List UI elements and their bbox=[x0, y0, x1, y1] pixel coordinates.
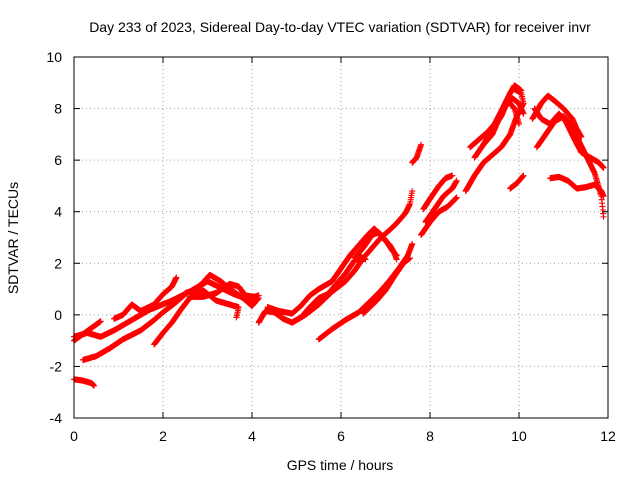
data-point-marker bbox=[453, 194, 460, 201]
data-point-marker bbox=[233, 314, 240, 321]
y-tick-label: 10 bbox=[46, 49, 62, 65]
chart-title: Day 233 of 2023, Sidereal Day-to-day VTE… bbox=[89, 19, 591, 35]
data-point-marker bbox=[409, 159, 416, 166]
data-point-marker bbox=[409, 240, 416, 247]
data-point-marker bbox=[406, 255, 413, 262]
data-point-marker bbox=[255, 292, 262, 299]
y-tick-label: 0 bbox=[54, 307, 62, 323]
data-point-marker bbox=[516, 121, 522, 128]
data-point-marker bbox=[97, 318, 104, 325]
data-point-marker bbox=[409, 188, 416, 195]
data-point-marker bbox=[600, 193, 607, 200]
y-tick-label: -2 bbox=[50, 358, 63, 374]
axis-ticks: 0 2 4 6 8 10 12 -4 -2 0 2 4 6 8 10 bbox=[46, 49, 616, 444]
x-tick-label: 12 bbox=[600, 428, 616, 444]
y-tick-label: 4 bbox=[54, 204, 62, 220]
y-tick-label: 8 bbox=[54, 101, 62, 117]
x-axis-label: GPS time / hours bbox=[287, 457, 394, 473]
data-point-marker bbox=[600, 164, 607, 171]
y-axis-label: SDTVAR / TECUs bbox=[5, 182, 21, 294]
x-tick-label: 10 bbox=[511, 428, 527, 444]
x-tick-label: 8 bbox=[426, 428, 434, 444]
y-tick-label: 2 bbox=[54, 255, 62, 271]
data-point-marker bbox=[393, 252, 400, 259]
x-tick-label: 6 bbox=[337, 428, 345, 444]
x-tick-label: 4 bbox=[248, 428, 256, 444]
data-point-marker bbox=[449, 172, 456, 179]
y-tick-label: -4 bbox=[50, 410, 63, 426]
data-point-marker bbox=[520, 172, 527, 179]
data-point-marker bbox=[173, 274, 180, 281]
x-tick-label: 2 bbox=[159, 428, 167, 444]
data-markers bbox=[71, 82, 607, 389]
data-point-marker bbox=[91, 382, 98, 389]
data-point-marker bbox=[520, 110, 527, 117]
y-tick-label: 6 bbox=[54, 152, 62, 168]
data-point-marker bbox=[600, 213, 607, 220]
data-point-marker bbox=[578, 133, 585, 140]
data-point-marker bbox=[518, 87, 525, 94]
data-point-marker bbox=[453, 177, 460, 184]
x-tick-label: 0 bbox=[70, 428, 78, 444]
